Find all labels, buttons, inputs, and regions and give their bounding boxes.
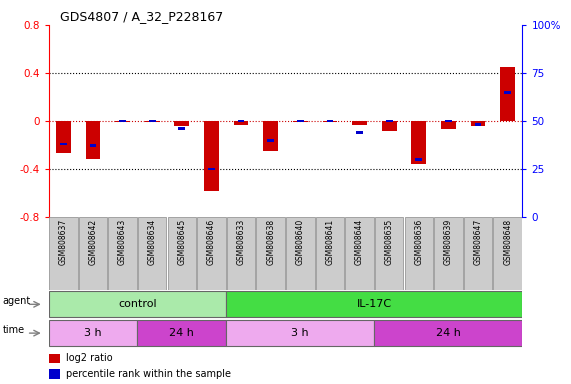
Text: GSM808636: GSM808636 bbox=[415, 219, 423, 265]
Bar bbox=[234, 121, 248, 124]
Bar bbox=[445, 119, 452, 122]
Bar bbox=[293, 121, 308, 122]
Bar bbox=[411, 121, 426, 164]
Text: control: control bbox=[118, 299, 156, 310]
Bar bbox=[138, 320, 226, 346]
Bar bbox=[86, 121, 100, 159]
Bar bbox=[352, 121, 367, 124]
Bar bbox=[119, 119, 126, 122]
Bar bbox=[323, 121, 337, 122]
Bar bbox=[504, 91, 511, 94]
Text: 3 h: 3 h bbox=[292, 328, 309, 338]
Bar bbox=[108, 217, 137, 290]
Text: GSM808644: GSM808644 bbox=[355, 219, 364, 265]
Bar bbox=[208, 167, 215, 170]
Bar bbox=[168, 217, 196, 290]
Text: GSM808648: GSM808648 bbox=[503, 219, 512, 265]
Text: GSM808639: GSM808639 bbox=[444, 219, 453, 265]
Text: GSM808647: GSM808647 bbox=[473, 219, 482, 265]
Text: GSM808637: GSM808637 bbox=[59, 219, 68, 265]
Bar bbox=[267, 139, 274, 142]
Bar bbox=[149, 119, 155, 122]
Bar bbox=[386, 119, 392, 122]
Bar bbox=[49, 291, 226, 317]
Text: IL-17C: IL-17C bbox=[357, 299, 392, 310]
Bar bbox=[471, 121, 485, 126]
Bar bbox=[416, 158, 422, 161]
Bar bbox=[226, 291, 522, 317]
Text: GSM808640: GSM808640 bbox=[296, 219, 305, 265]
Bar bbox=[327, 119, 333, 122]
Text: GSM808646: GSM808646 bbox=[207, 219, 216, 265]
Bar bbox=[464, 217, 492, 290]
Bar bbox=[56, 121, 71, 153]
Text: 24 h: 24 h bbox=[436, 328, 461, 338]
Text: GSM808642: GSM808642 bbox=[89, 219, 98, 265]
Bar bbox=[197, 217, 226, 290]
Bar bbox=[493, 217, 522, 290]
Bar bbox=[49, 217, 78, 290]
Bar bbox=[226, 320, 375, 346]
Text: 3 h: 3 h bbox=[84, 328, 102, 338]
Bar bbox=[356, 131, 363, 134]
Bar bbox=[500, 67, 515, 121]
Bar bbox=[382, 121, 397, 131]
Text: GSM808641: GSM808641 bbox=[325, 219, 335, 265]
Text: GDS4807 / A_32_P228167: GDS4807 / A_32_P228167 bbox=[60, 10, 223, 23]
Bar bbox=[405, 217, 433, 290]
Bar bbox=[49, 320, 138, 346]
Bar bbox=[256, 217, 285, 290]
Text: GSM808634: GSM808634 bbox=[148, 219, 156, 265]
Bar bbox=[174, 121, 189, 126]
Bar bbox=[434, 217, 463, 290]
Text: 24 h: 24 h bbox=[170, 328, 194, 338]
Text: GSM808635: GSM808635 bbox=[385, 219, 393, 265]
Text: GSM808643: GSM808643 bbox=[118, 219, 127, 265]
Bar bbox=[60, 142, 67, 146]
Bar bbox=[375, 217, 403, 290]
Bar bbox=[238, 119, 244, 122]
Bar bbox=[227, 217, 255, 290]
Bar bbox=[441, 121, 456, 129]
Bar bbox=[475, 123, 481, 126]
Bar bbox=[145, 121, 160, 122]
Bar bbox=[345, 217, 374, 290]
Bar bbox=[115, 121, 130, 122]
Bar bbox=[263, 121, 278, 151]
Bar bbox=[90, 144, 96, 147]
Text: GSM808645: GSM808645 bbox=[178, 219, 186, 265]
Bar bbox=[316, 217, 344, 290]
Bar bbox=[204, 121, 219, 190]
Text: percentile rank within the sample: percentile rank within the sample bbox=[66, 369, 231, 379]
Bar bbox=[286, 217, 315, 290]
Bar bbox=[49, 369, 60, 379]
Bar bbox=[179, 127, 185, 130]
Bar bbox=[79, 217, 107, 290]
Text: GSM808638: GSM808638 bbox=[266, 219, 275, 265]
Bar bbox=[49, 354, 60, 363]
Bar bbox=[138, 217, 166, 290]
Text: GSM808633: GSM808633 bbox=[236, 219, 246, 265]
Bar bbox=[297, 119, 304, 122]
Text: time: time bbox=[2, 325, 25, 335]
Text: log2 ratio: log2 ratio bbox=[66, 353, 112, 363]
Bar bbox=[375, 320, 522, 346]
Text: agent: agent bbox=[2, 296, 31, 306]
